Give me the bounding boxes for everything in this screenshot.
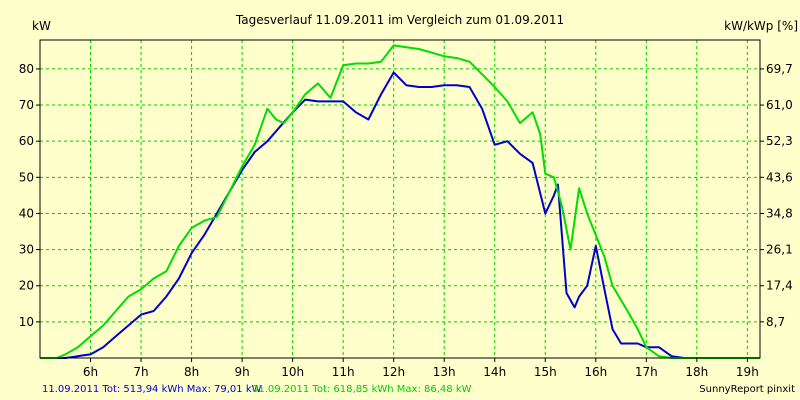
x-tick-label: 15h: [534, 365, 557, 379]
y-tick-label-right: 17,4: [766, 279, 793, 293]
legend-series-2: 01.09.2011 Tot: 618,85 kWh Max: 86,48 kW: [252, 384, 472, 395]
chart-title: Tagesverlauf 11.09.2011 im Vergleich zum…: [235, 13, 564, 27]
y-tick-label-left: 70: [19, 98, 34, 112]
y-tick-label-left: 50: [19, 170, 34, 184]
plot-frame: [39, 39, 761, 359]
series-line-1: [40, 71, 723, 359]
x-tick-label: 19h: [736, 365, 759, 379]
x-tick-label: 11h: [332, 365, 355, 379]
x-tick-label: 18h: [685, 365, 708, 379]
x-tick-label: 7h: [133, 365, 148, 379]
y-tick-label-right: 69,7: [766, 62, 793, 76]
ticks-layer: 6h 7h 8h 9h 10h 11h 12h 13h 14h 15h 16h 17h 18h 19h 10…: [19, 62, 793, 379]
x-tick-label: 9h: [234, 365, 249, 379]
x-tick-label: 10h: [281, 365, 304, 379]
y-tick-label-right: 26,1: [766, 243, 793, 257]
y-tick-label-right: 8,7: [766, 315, 785, 329]
y-tick-label-right: 52,3: [766, 134, 793, 148]
y-tick-label-right: 34,8: [766, 206, 793, 220]
y-tick-label-left: 10: [19, 315, 34, 329]
x-tick-label: 8h: [184, 365, 199, 379]
series-line-2: [40, 44, 760, 359]
right-axis-unit-label: kW/kWp [%]: [724, 19, 798, 33]
series-layer: [40, 44, 760, 359]
x-tick-label: 12h: [382, 365, 405, 379]
legend-series-1: 11.09.2011 Tot: 513,94 kWh Max: 79,01 kW: [42, 384, 262, 395]
x-tick-label: 6h: [83, 365, 98, 379]
grid-layer: [40, 40, 760, 358]
x-tick-label: 17h: [635, 365, 658, 379]
x-tick-label: 13h: [433, 365, 456, 379]
y-tick-label-left: 80: [19, 62, 34, 76]
left-axis-unit-label: kW: [32, 19, 51, 33]
y-tick-label-left: 20: [19, 279, 34, 293]
y-tick-label-right: 61,0: [766, 98, 793, 112]
x-tick-label: 14h: [483, 365, 506, 379]
footer-credit: SunnyReport pinxit: [699, 384, 795, 395]
y-tick-label-left: 30: [19, 243, 34, 257]
y-tick-label-left: 60: [19, 134, 34, 148]
y-tick-label-left: 40: [19, 206, 34, 220]
y-tick-label-right: 43,6: [766, 170, 793, 184]
x-tick-label: 16h: [584, 365, 607, 379]
